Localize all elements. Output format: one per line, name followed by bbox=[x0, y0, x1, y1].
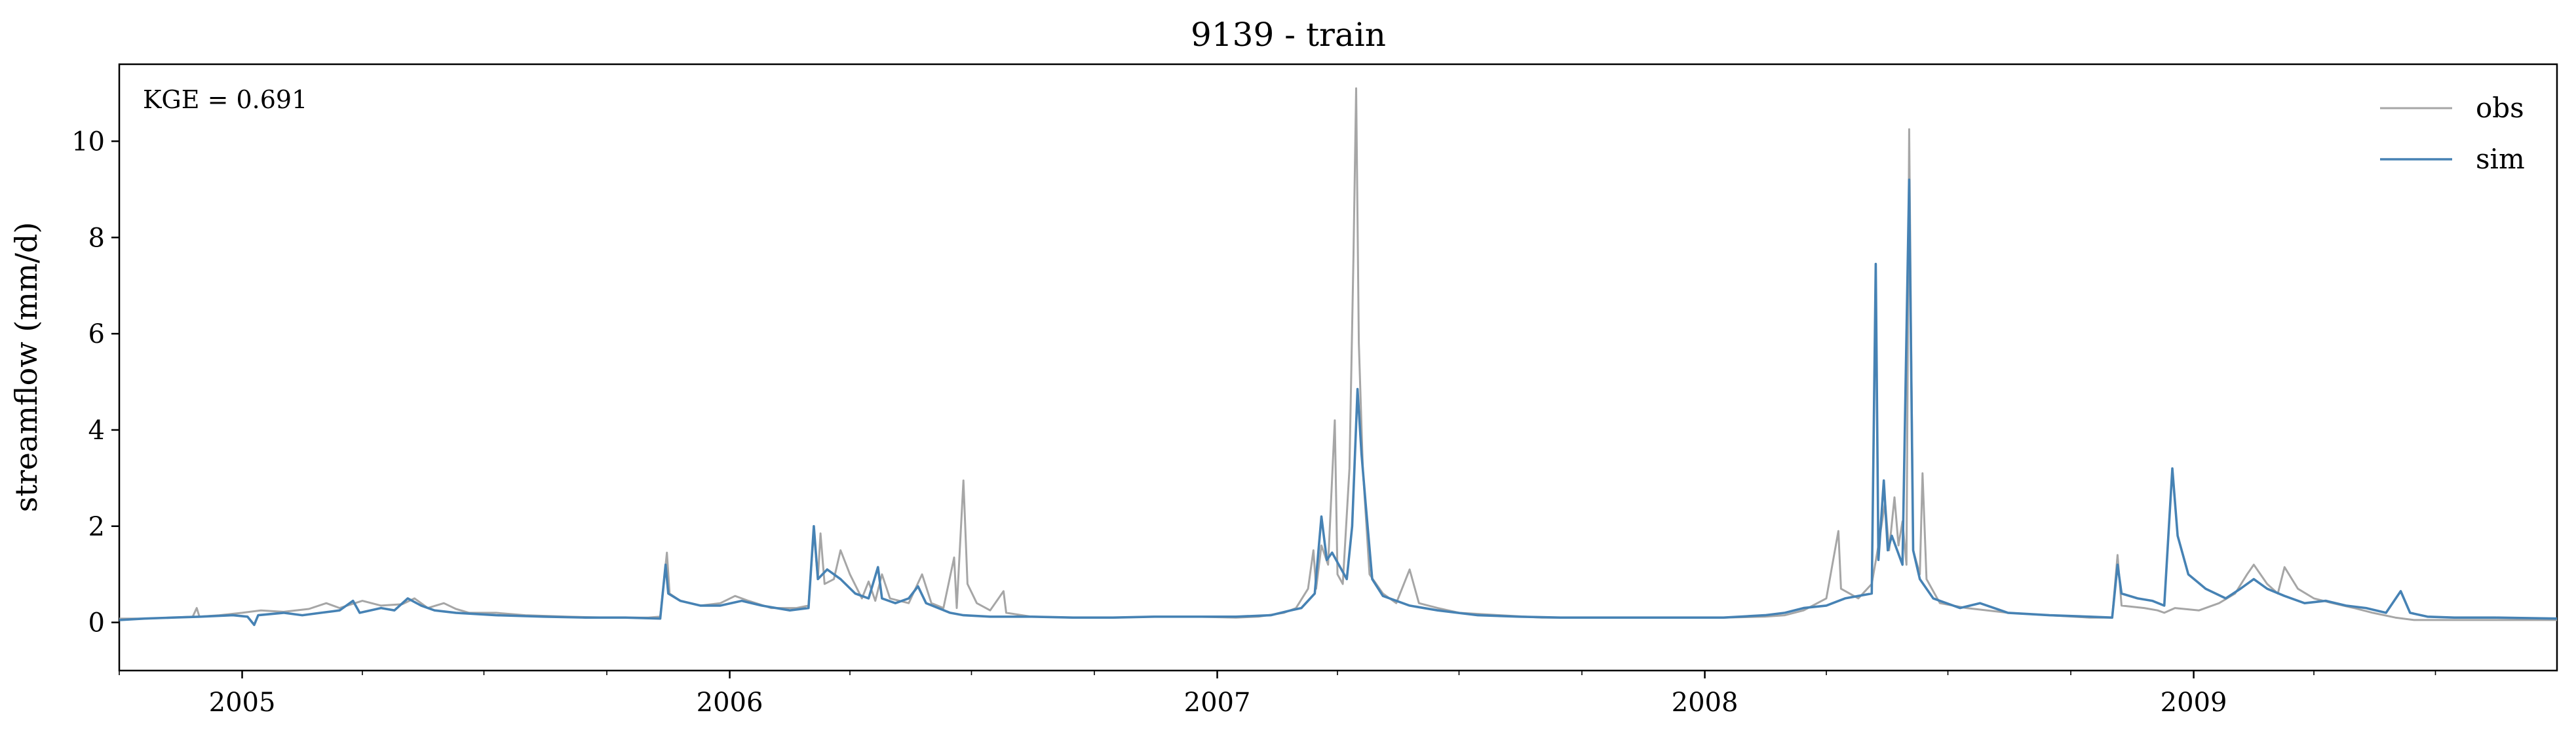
y-tick-label: 2 bbox=[88, 512, 105, 542]
y-axis-label: streamflow (mm/d) bbox=[9, 222, 44, 513]
series-layer bbox=[119, 87, 2558, 627]
series-line-sim bbox=[119, 178, 2558, 627]
series-line-obs bbox=[119, 87, 2557, 621]
y-tick-label: 6 bbox=[88, 319, 105, 349]
x-axis: 2005 2006 2007 2008 2009 bbox=[119, 671, 2436, 718]
legend-label-sim: sim bbox=[2476, 143, 2525, 175]
y-tick-label: 4 bbox=[88, 416, 105, 446]
kge-annotation: KGE = 0.691 bbox=[143, 85, 307, 114]
x-tick-label: 2008 bbox=[1672, 688, 1739, 718]
x-tick-label: 2005 bbox=[209, 688, 276, 718]
y-tick-label: 0 bbox=[88, 608, 105, 638]
plot-frame bbox=[118, 63, 2558, 672]
legend-label-obs: obs bbox=[2476, 92, 2524, 124]
x-tick-label: 2007 bbox=[1184, 688, 1251, 718]
y-tick-label: 10 bbox=[71, 127, 105, 157]
chart-title: 9139 - train bbox=[1191, 16, 1386, 54]
y-tick-label: 8 bbox=[88, 223, 105, 253]
x-tick-label: 2009 bbox=[2161, 688, 2227, 718]
x-tick-label: 2006 bbox=[697, 688, 763, 718]
y-axis: 0 2 4 6 8 10 bbox=[71, 127, 119, 638]
legend: obs sim bbox=[2380, 92, 2525, 175]
